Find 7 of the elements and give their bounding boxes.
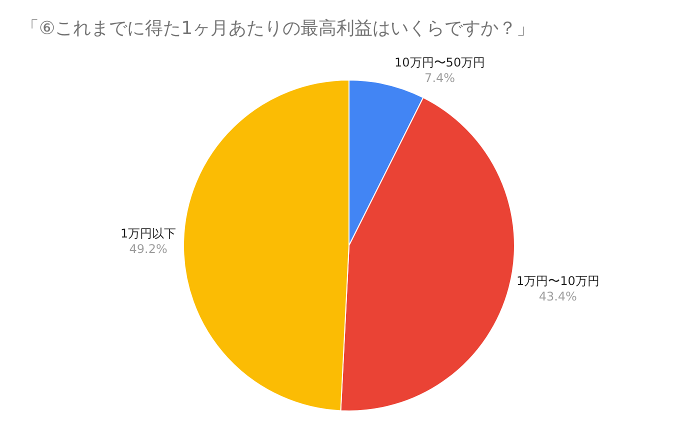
slice-label: 1万円〜10万円 bbox=[516, 274, 600, 288]
data-label: 43.4% bbox=[538, 289, 577, 304]
data-label: 49.2% bbox=[129, 242, 168, 256]
data-label: 7.4% bbox=[424, 71, 456, 86]
slice-label: 10万円〜50万円 bbox=[394, 56, 486, 70]
chart-title: 「⑥これまでに得た1ヶ月あたりの最高利益はいくらですか？」 bbox=[20, 18, 535, 40]
slice-label: 1万円以下 bbox=[120, 226, 176, 241]
